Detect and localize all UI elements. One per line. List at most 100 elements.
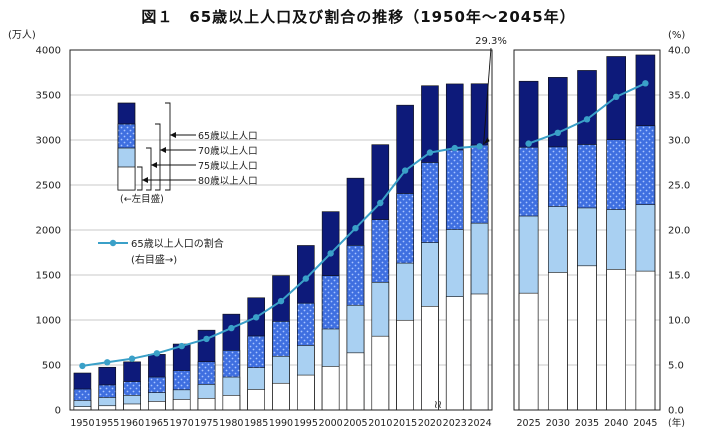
legend-label: 75歳以上人口 xyxy=(198,160,258,172)
bar-80plus xyxy=(247,389,265,411)
ratio-point xyxy=(554,129,561,136)
bar-80plus xyxy=(148,401,166,411)
legend-arrowhead xyxy=(151,162,157,168)
ratio-point xyxy=(525,140,532,147)
y-left-tick-label: 2000 xyxy=(36,226,61,237)
bar-80plus xyxy=(172,399,191,411)
legend-label: 70歳以上人口 xyxy=(198,145,258,157)
x-tick-label: 1985 xyxy=(244,418,268,427)
y-right-label: (%) xyxy=(668,30,685,41)
ratio-point xyxy=(252,314,260,321)
x-tick-label: 1990 xyxy=(269,418,293,427)
bar-80plus xyxy=(123,403,141,411)
bar-80plus xyxy=(606,269,627,411)
ratio-point xyxy=(203,335,210,343)
ratio-point xyxy=(451,144,458,152)
y-right-tick-label: 35.0 xyxy=(668,91,690,102)
axis-break-mark: ≀≀ xyxy=(434,398,442,411)
y-left-tick-label: 1500 xyxy=(36,271,61,282)
y-right-tick-label: 0.0 xyxy=(668,406,684,417)
bar-80plus xyxy=(518,292,539,411)
y-left-tick-label: 4000 xyxy=(36,46,61,57)
legend-label: 65歳以上人口 xyxy=(198,130,258,142)
x-tick-label: 1950 xyxy=(70,418,94,427)
legend-bracket xyxy=(137,166,143,191)
ratio-point xyxy=(327,250,334,257)
x-tick-label: 1975 xyxy=(194,418,218,427)
ratio-point xyxy=(302,275,310,282)
legend-bracket xyxy=(155,123,161,191)
legend-line-point xyxy=(109,239,117,247)
x-tick-label: 2020 xyxy=(418,418,442,427)
x-tick-label: 1970 xyxy=(170,418,194,427)
y-left-tick-label: 3500 xyxy=(36,91,61,102)
ratio-point xyxy=(426,149,434,156)
bar-80plus xyxy=(272,382,290,411)
annotation-label: 29.3% xyxy=(475,36,507,47)
bar-80plus xyxy=(445,296,464,411)
legend-line-axis-note: (右目盛→) xyxy=(131,253,177,266)
y-right-tick-label: 15.0 xyxy=(668,271,690,282)
bar-80plus xyxy=(635,270,656,411)
x-unit-label: (年) xyxy=(668,417,685,427)
legend-line-label: 65歳以上人口の割合 xyxy=(131,237,224,250)
y-left-tick-label: 2500 xyxy=(36,181,61,192)
ratio-point xyxy=(153,350,161,357)
x-tick-label: 2024 xyxy=(467,418,491,427)
legend-bracket xyxy=(165,102,171,191)
y-right-tick-label: 20.0 xyxy=(668,226,690,237)
y-left-tick-label: 1000 xyxy=(36,316,61,327)
x-tick-label: 1965 xyxy=(145,418,169,427)
annotation-arrowhead xyxy=(483,137,490,145)
plot-frame xyxy=(513,49,661,411)
legend-swatch-80plus xyxy=(117,166,136,191)
bar-80plus xyxy=(421,306,439,411)
bar-80plus xyxy=(98,405,117,411)
bar-80plus xyxy=(577,265,597,411)
ratio-point xyxy=(128,355,136,362)
ratio-point xyxy=(401,167,409,174)
y-left-label: (万人) xyxy=(8,29,36,41)
y-left-tick-label: 0 xyxy=(55,406,61,417)
bar-80plus xyxy=(547,272,568,411)
y-right-tick-label: 5.0 xyxy=(668,361,684,372)
x-tick-label: 2040 xyxy=(604,418,628,427)
annotation-pointer xyxy=(483,47,492,145)
x-tick-label: 2000 xyxy=(319,418,343,427)
ratio-point xyxy=(352,225,359,232)
legend-bracket xyxy=(146,147,152,191)
ratio-point xyxy=(642,80,649,87)
y-right-tick-label: 25.0 xyxy=(668,181,690,192)
legend-arrowhead xyxy=(142,177,148,183)
legend-arrowhead xyxy=(170,132,176,138)
bar-80plus xyxy=(222,395,241,411)
x-tick-label: 1955 xyxy=(95,418,119,427)
y-right-tick-label: 10.0 xyxy=(668,316,690,327)
x-tick-label: 2010 xyxy=(368,418,392,427)
ratio-point xyxy=(277,297,285,305)
legend-label: 80歳以上人口 xyxy=(198,175,258,187)
x-tick-label: 1960 xyxy=(120,418,144,427)
bar-80plus xyxy=(346,352,365,411)
x-tick-label: 2015 xyxy=(393,418,417,427)
x-tick-label: 2005 xyxy=(343,418,367,427)
ratio-point xyxy=(583,116,591,123)
x-tick-label: 2023 xyxy=(443,418,467,427)
ratio-point xyxy=(104,359,111,366)
bar-80plus xyxy=(321,366,340,411)
x-tick-label: 2030 xyxy=(546,418,570,427)
y-left-tick-label: 3000 xyxy=(36,136,61,147)
bar-80plus xyxy=(371,335,390,411)
bar-80plus xyxy=(297,374,315,411)
legend-axis-note: (←左目盛) xyxy=(120,193,164,205)
x-tick-label: 2045 xyxy=(633,418,657,427)
y-right-tick-label: 40.0 xyxy=(668,46,690,57)
bar-80plus xyxy=(197,397,216,411)
ratio-point xyxy=(228,324,235,332)
legend-arrowhead xyxy=(160,147,166,153)
bar-80plus xyxy=(470,293,489,411)
ratio-point xyxy=(476,143,483,150)
y-right-tick-label: 30.0 xyxy=(668,136,690,147)
ratio-point xyxy=(377,199,384,207)
